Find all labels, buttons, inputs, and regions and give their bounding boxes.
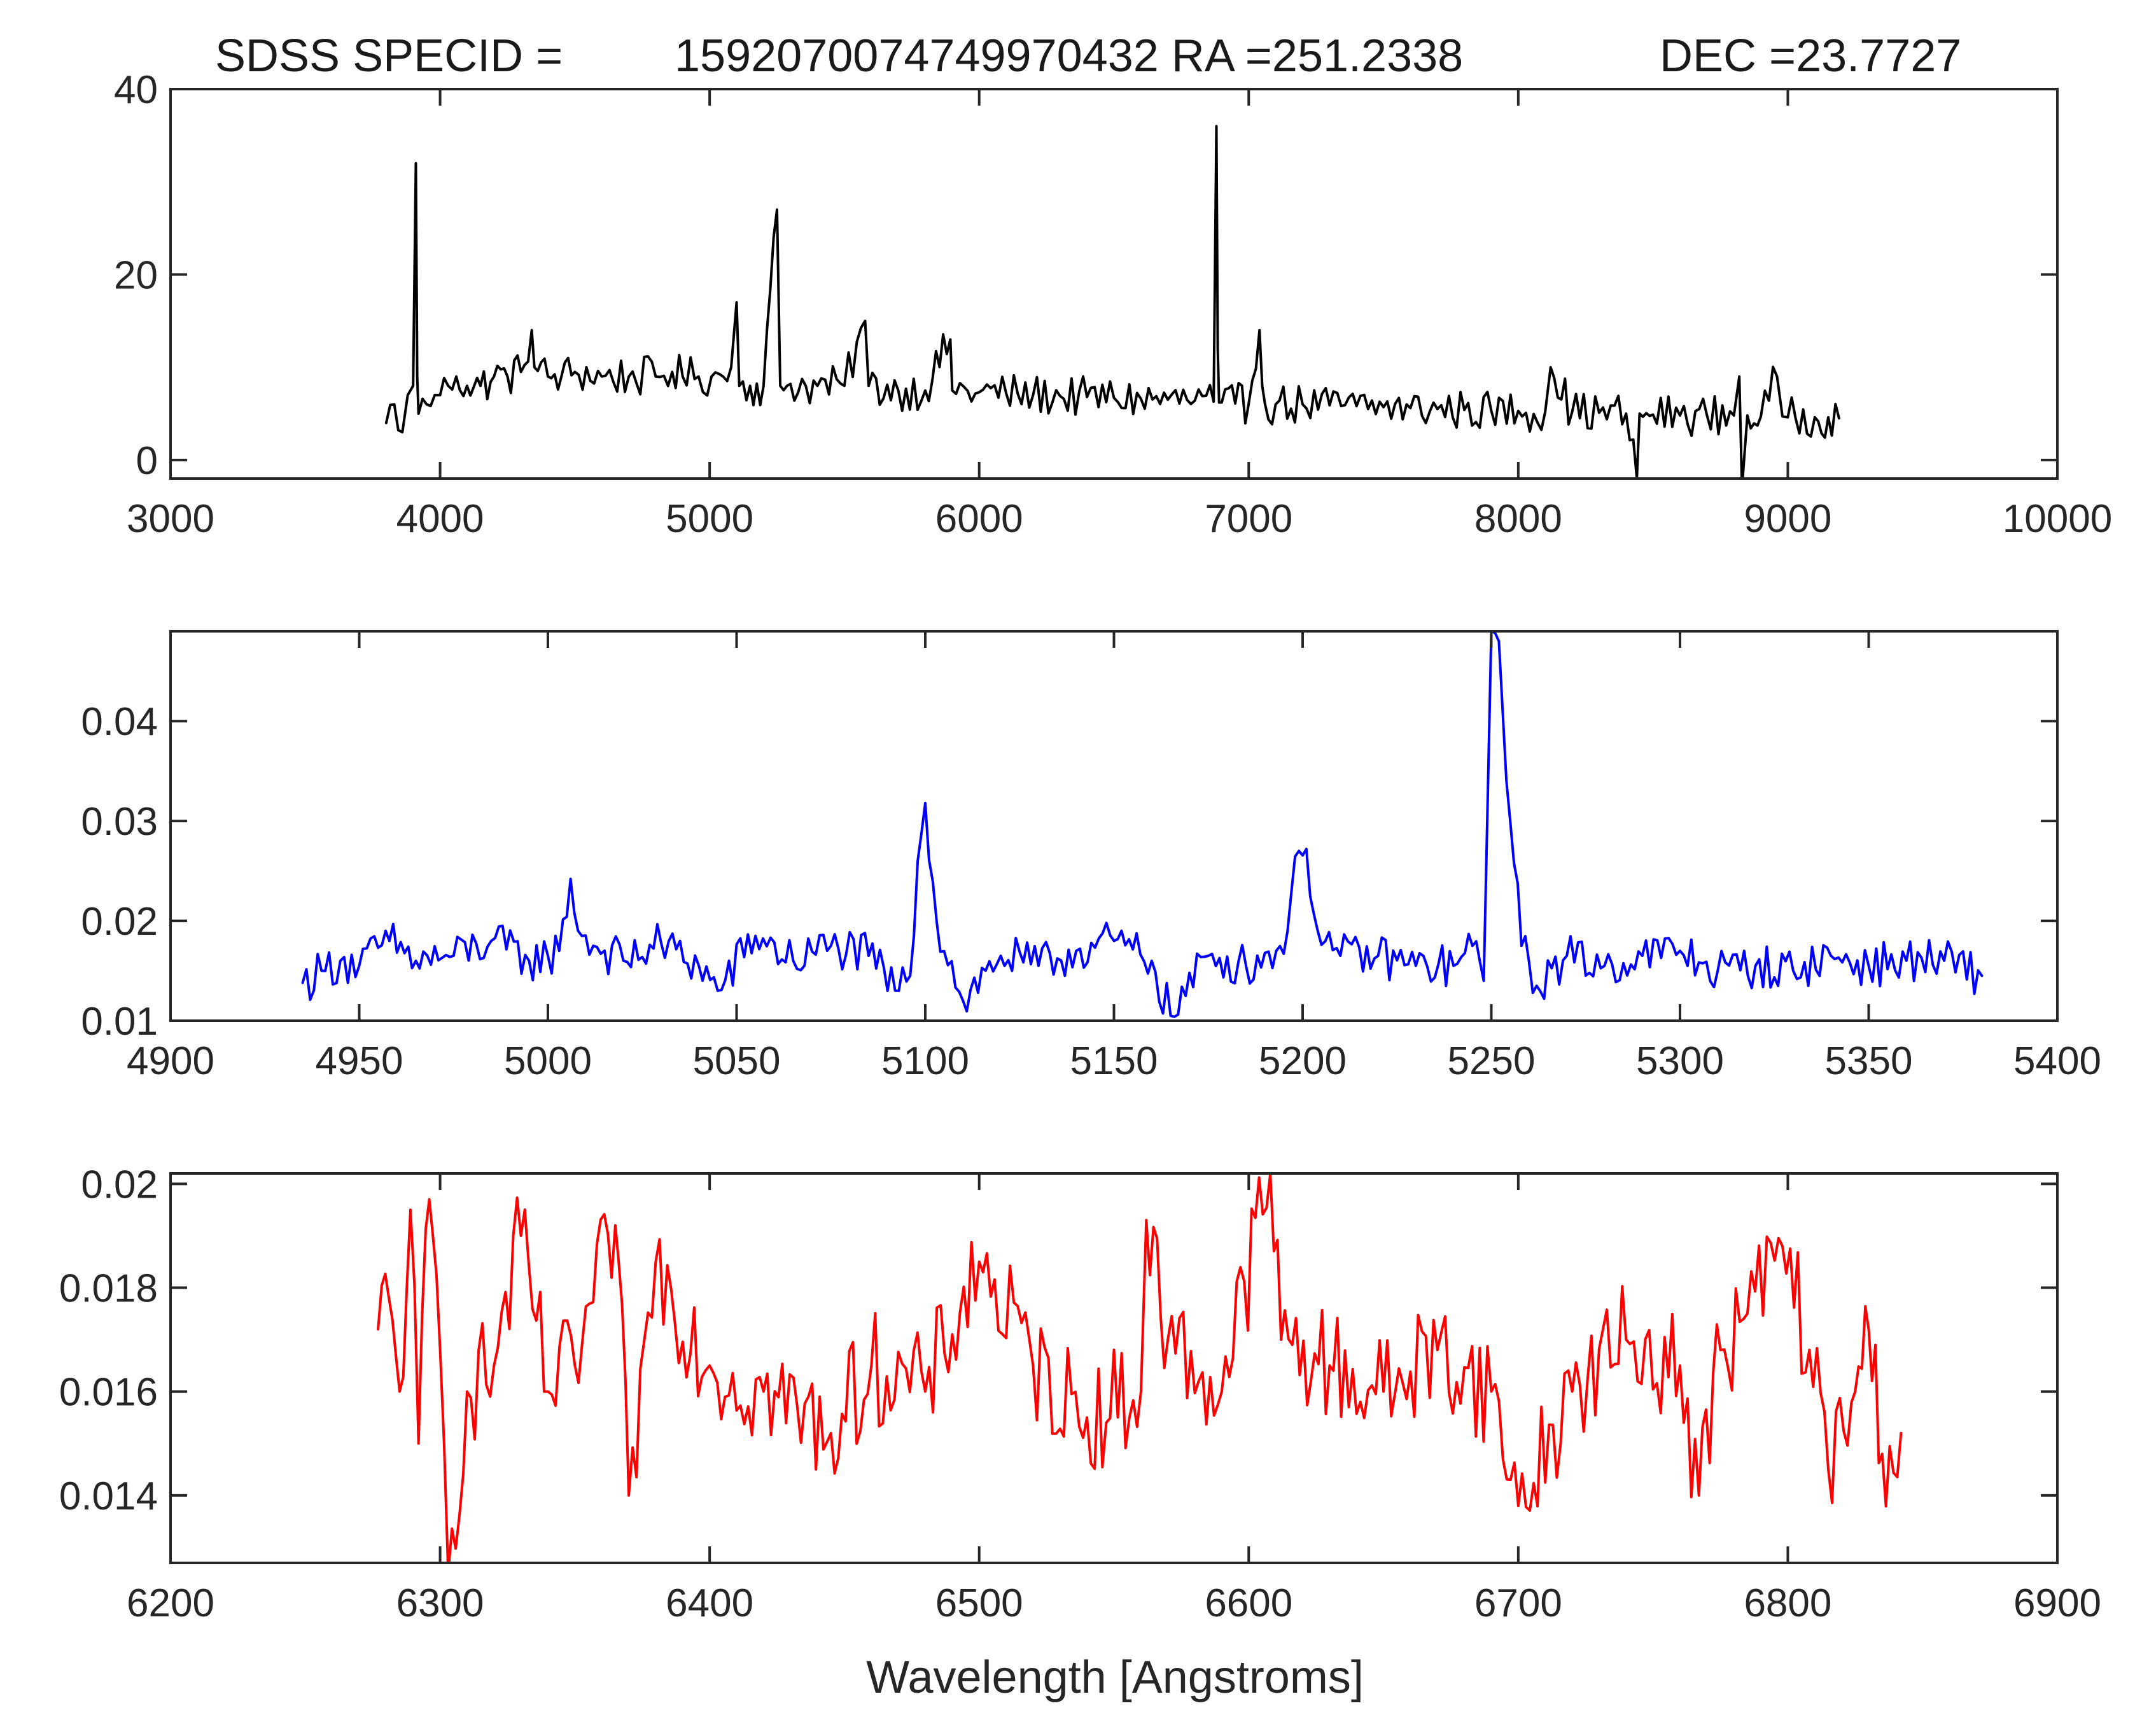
y-tick-label: 0.018 [59, 1267, 158, 1311]
x-tick-label: 5100 [881, 1039, 969, 1083]
y-tick-label: 0 [136, 439, 158, 483]
x-tick-label: 5250 [1448, 1039, 1536, 1083]
zoom-5000-series-line [301, 631, 1984, 1018]
zoom-6600-series-line [377, 1173, 1903, 1563]
x-axis-label: Wavelength [Angstroms] [866, 1652, 1364, 1703]
panel-zoom-6600: 6200 6300 6400 6500 6600 6700 6800 6900 0.014 0.0… [59, 1163, 2101, 1625]
figure-title-specid: SDSS SPECID = [215, 31, 563, 81]
y-tick-label: 0.02 [81, 900, 158, 944]
x-tick-label: 4000 [396, 497, 484, 541]
y-tick-label: 0.014 [59, 1474, 158, 1518]
x-tick-label: 6500 [935, 1581, 1023, 1625]
x-tick-label: 5150 [1070, 1039, 1158, 1083]
x-tick-label: 6300 [396, 1581, 484, 1625]
full-spectrum-axes-box [169, 88, 2059, 480]
x-tick-label: 8000 [1474, 497, 1562, 541]
x-tick-label: 5000 [666, 497, 753, 541]
x-tick-label: 5000 [504, 1039, 592, 1083]
figure-title-ra: 1592070074749970432 RA =251.2338 [675, 31, 1463, 81]
panel-zoom-5000: 4900 4950 5000 5050 5100 5150 5200 5250 5300 5350… [81, 630, 2101, 1083]
x-tick-label: 7000 [1205, 497, 1292, 541]
x-tick-label: 5200 [1259, 1039, 1347, 1083]
y-tick-label: 20 [114, 253, 158, 297]
x-tick-label: 4950 [316, 1039, 403, 1083]
x-tick-label: 5300 [1636, 1039, 1724, 1083]
x-tick-label: 10000 [2003, 497, 2112, 541]
x-tick-label: 6400 [666, 1581, 753, 1625]
x-tick-label: 6900 [2013, 1581, 2101, 1625]
x-tick-label: 6600 [1205, 1581, 1292, 1625]
x-tick-label: 5050 [693, 1039, 781, 1083]
x-tick-label: 4900 [127, 1039, 214, 1083]
y-tick-label: 0.016 [59, 1371, 158, 1415]
y-tick-label: 0.03 [81, 800, 158, 844]
zoom-6600-axes-box [169, 1172, 2059, 1564]
x-tick-label: 6200 [127, 1581, 214, 1625]
y-tick-label: 0.01 [81, 1000, 158, 1044]
x-tick-label: 3000 [127, 497, 214, 541]
full-spectrum-series-line [384, 125, 1840, 479]
y-tick-label: 0.02 [81, 1163, 158, 1207]
x-tick-label: 5350 [1825, 1039, 1913, 1083]
y-tick-label: 40 [114, 68, 158, 112]
figure-title-dec: DEC =23.7727 [1660, 31, 1961, 81]
x-tick-label: 6700 [1474, 1581, 1562, 1625]
x-tick-label: 9000 [1744, 497, 1831, 541]
panel-full-spectrum: 3000 4000 5000 6000 7000 8000 9000 10000 0 20 40 [114, 68, 2112, 541]
x-tick-label: 6000 [935, 497, 1023, 541]
x-tick-label: 5400 [2013, 1039, 2101, 1083]
x-tick-label: 6800 [1744, 1581, 1831, 1625]
y-tick-label: 0.04 [81, 700, 158, 744]
